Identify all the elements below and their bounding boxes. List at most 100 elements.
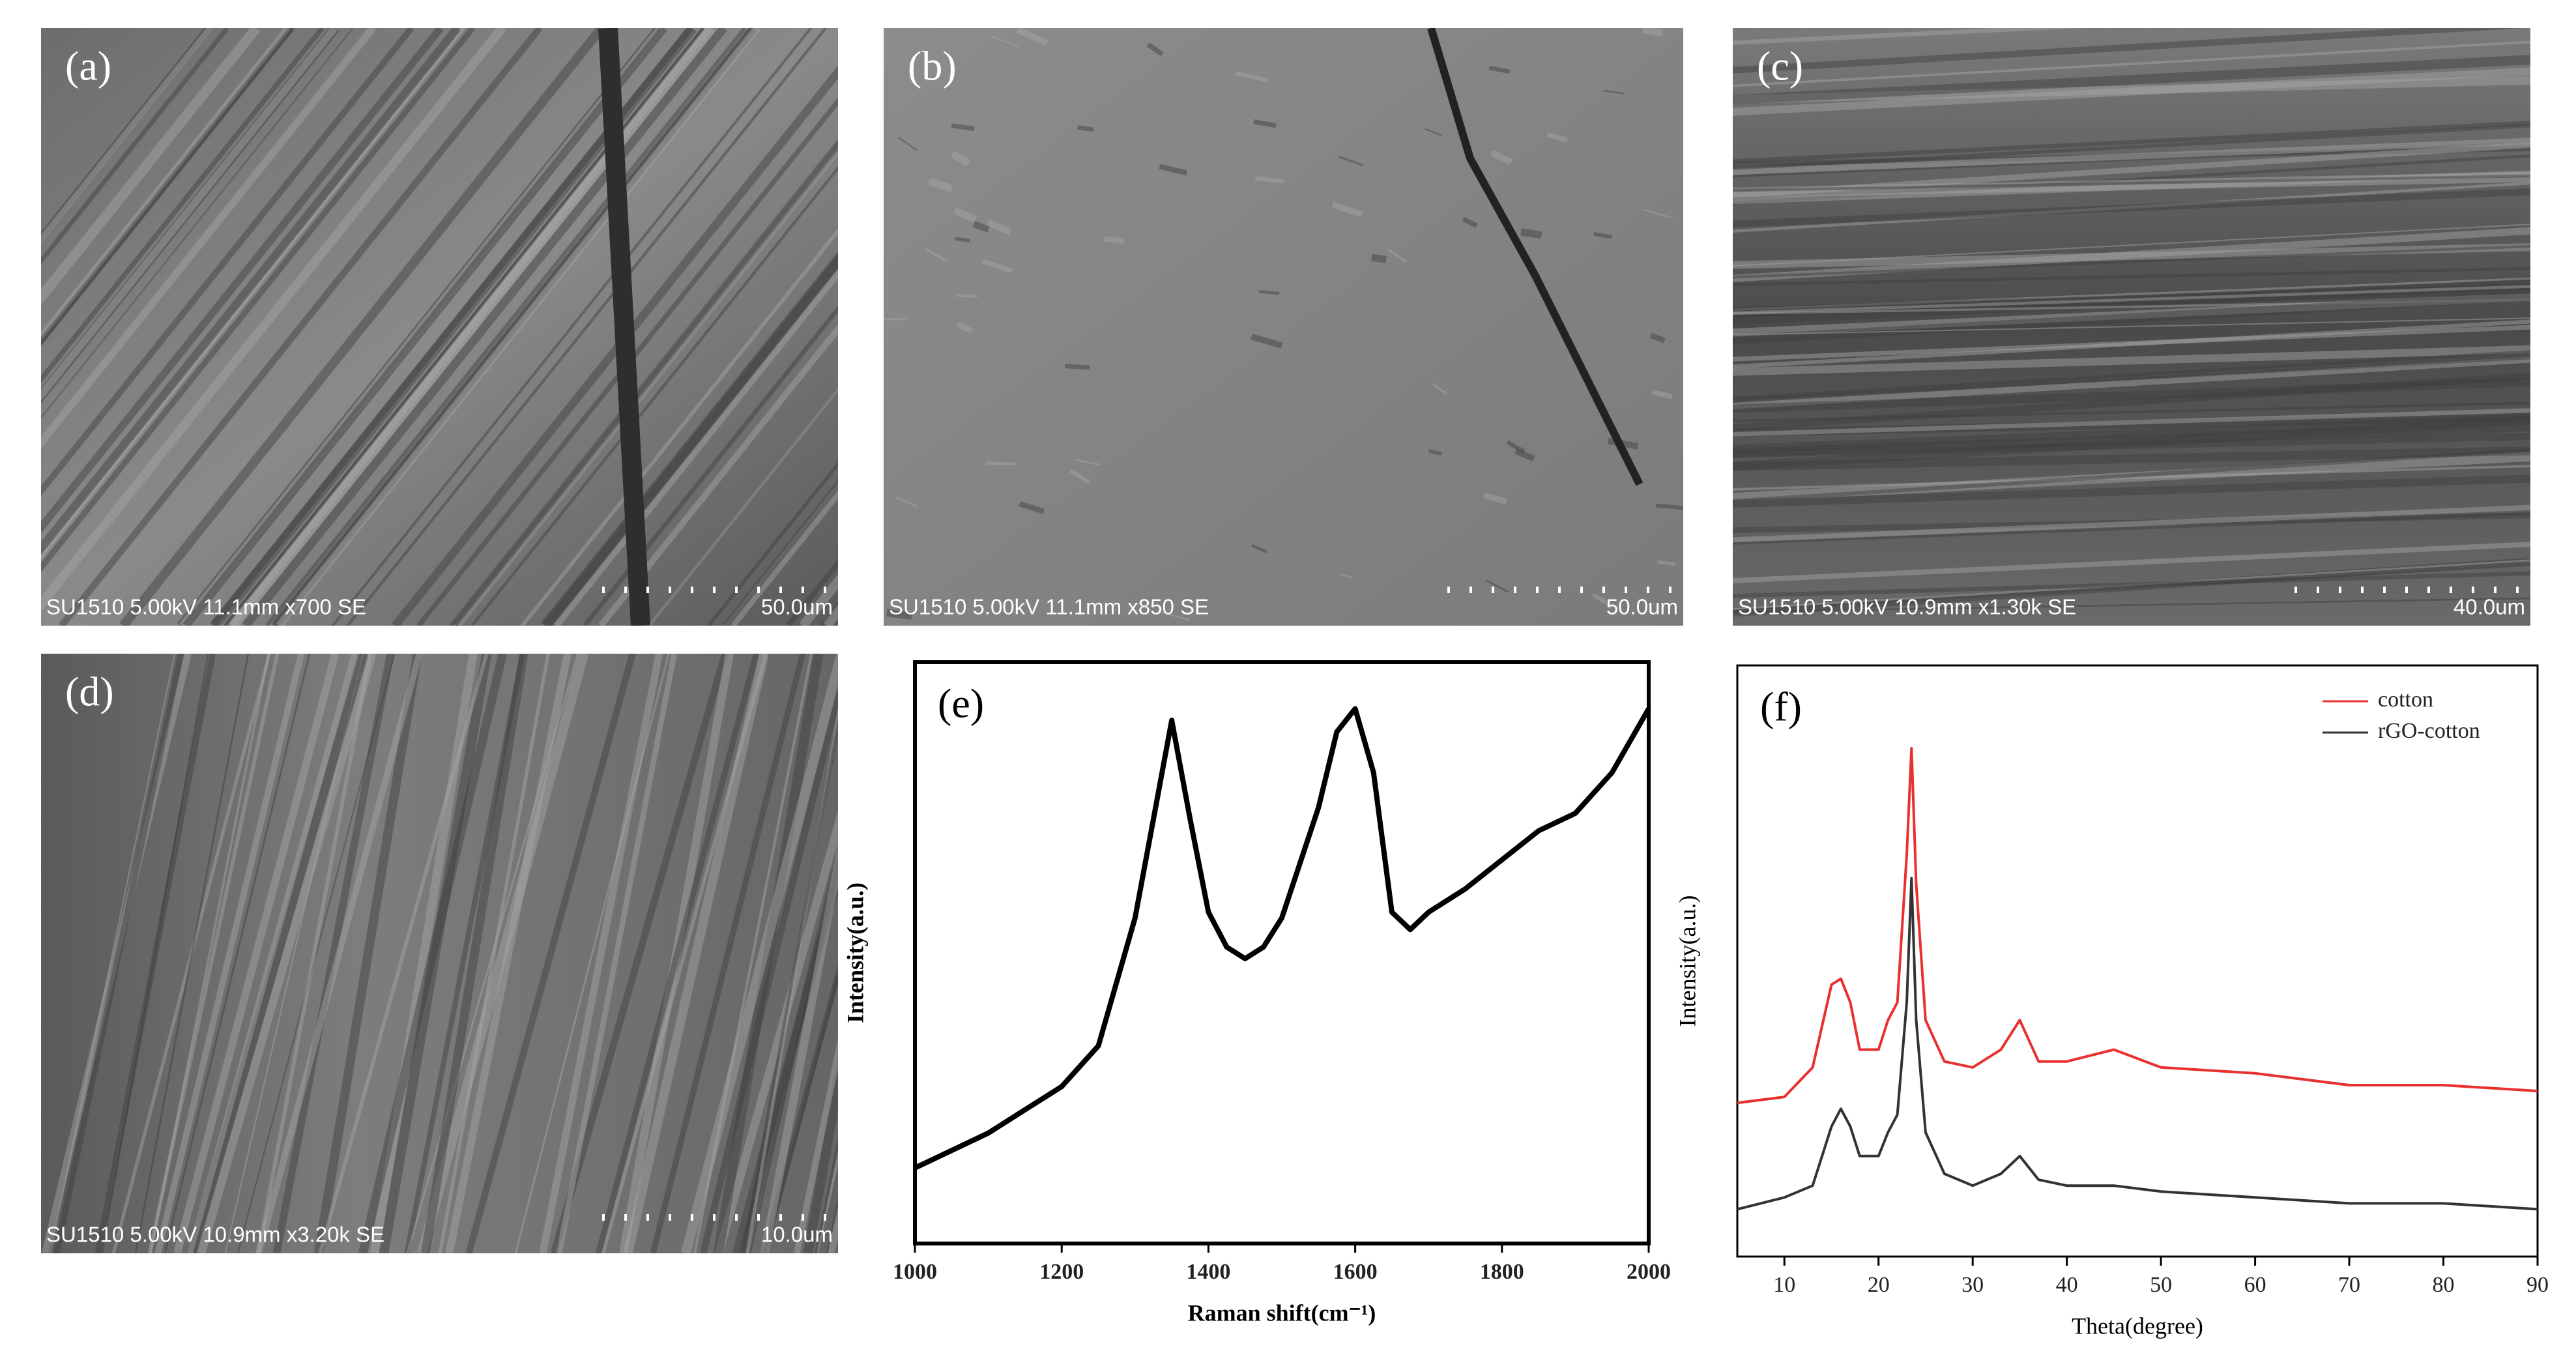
texture-line [1075, 459, 1101, 466]
texture-line [596, 654, 759, 1253]
texture-line [265, 28, 747, 626]
texture [884, 28, 1683, 621]
texture-line [445, 654, 572, 1253]
texture-line [438, 654, 550, 1253]
texture-line [951, 123, 975, 132]
texture-line [1733, 350, 2530, 400]
texture-line [41, 28, 291, 342]
texture-line [1077, 125, 1094, 132]
texture-line [760, 963, 838, 1253]
texture-line [457, 149, 838, 626]
legend-label: cotton [2378, 688, 2433, 712]
texture-line [1428, 448, 1443, 456]
texture-line [1339, 156, 1364, 167]
texture-line [1733, 279, 2530, 325]
texture-line [693, 654, 813, 1253]
texture-line [1733, 244, 2530, 279]
texture-line [1733, 557, 2530, 617]
texture-line [237, 654, 396, 1253]
texture-line [1161, 611, 1191, 621]
texture-line [346, 28, 827, 626]
texture-line [1733, 408, 2530, 437]
texture-line [224, 28, 705, 626]
texture-line [680, 654, 838, 1253]
texture-line [1506, 440, 1526, 454]
x-tick-label: 90 [2526, 1273, 2549, 1297]
texture-line [119, 28, 605, 626]
texture-line [985, 461, 1015, 465]
texture-line [1733, 124, 2530, 170]
scale-label: 10.0um [761, 1223, 833, 1247]
texture-line [470, 166, 838, 626]
texture-line [1733, 377, 2530, 413]
texture-line [1733, 413, 2530, 454]
texture-line [41, 28, 414, 497]
texture-line [1514, 448, 1535, 461]
texture-line [177, 28, 663, 626]
texture-line [1253, 119, 1277, 128]
texture-line [1235, 71, 1269, 83]
texture-line [465, 654, 636, 1253]
panel-label: (b) [908, 43, 957, 89]
texture-line [1733, 224, 2530, 267]
x-tick-label: 1600 [1333, 1260, 1378, 1284]
texture-line [41, 28, 325, 384]
texture-line [1733, 564, 2530, 611]
crack [1427, 28, 1643, 486]
texture-line [1064, 364, 1090, 370]
texture-line [272, 654, 394, 1253]
texture-line [1649, 332, 1666, 343]
texture-line [1520, 228, 1542, 239]
texture-line [957, 294, 977, 298]
texture-line [1733, 559, 2530, 611]
image-caption: SU1510 5.00kV 10.9mm x1.30k SE [1738, 595, 2076, 619]
texture-line [41, 28, 466, 560]
x-tick-label: 60 [2244, 1273, 2266, 1297]
texture-line [1733, 446, 2530, 471]
texture-line [1159, 164, 1188, 176]
texture-line [1733, 181, 2530, 233]
texture-line [149, 654, 270, 1253]
panel-label: (f) [1760, 684, 1802, 730]
texture-line [1486, 579, 1509, 593]
texture-line [1016, 28, 1049, 46]
texture-line [897, 136, 918, 151]
texture-line [1546, 132, 1569, 143]
texture-line [1339, 573, 1353, 579]
texture-line [179, 28, 663, 626]
texture-line [1733, 28, 2525, 74]
texture-line [41, 28, 340, 404]
texture-line [1657, 560, 1676, 566]
sem-image: (d) SU1510 5.00kV 10.9mm x3.20k SE 10.0um [41, 654, 838, 1253]
texture-line [272, 28, 753, 626]
texture-line [224, 654, 364, 1253]
texture-line [224, 28, 704, 626]
data-line [914, 706, 1651, 1171]
texture-line [1258, 289, 1280, 295]
texture-line [1733, 76, 2530, 104]
texture-line [41, 28, 461, 555]
texture-line [1733, 317, 2530, 336]
scale-label: 50.0um [1606, 595, 1678, 619]
x-tick-label: 1000 [893, 1260, 937, 1284]
texture-line [256, 654, 372, 1253]
texture-line [173, 654, 340, 1253]
texture-line [41, 28, 464, 558]
texture-line [331, 28, 812, 626]
texture-line [713, 654, 824, 1253]
texture-line [1733, 138, 2530, 175]
texture-line [1733, 571, 2530, 598]
texture-line [41, 28, 212, 244]
texture-line [707, 461, 838, 626]
texture-line [276, 28, 760, 626]
texture-line [1733, 188, 2530, 227]
texture-line [186, 654, 358, 1253]
texture-line [154, 654, 304, 1253]
x-tick-label: 1800 [1480, 1260, 1524, 1284]
texture-line [1733, 146, 2530, 167]
x-axis-label: Raman shift(cm⁻¹) [1188, 1300, 1376, 1326]
texture-line [1733, 293, 2530, 337]
texture-line [803, 1056, 838, 1253]
texture-line [741, 716, 838, 1253]
